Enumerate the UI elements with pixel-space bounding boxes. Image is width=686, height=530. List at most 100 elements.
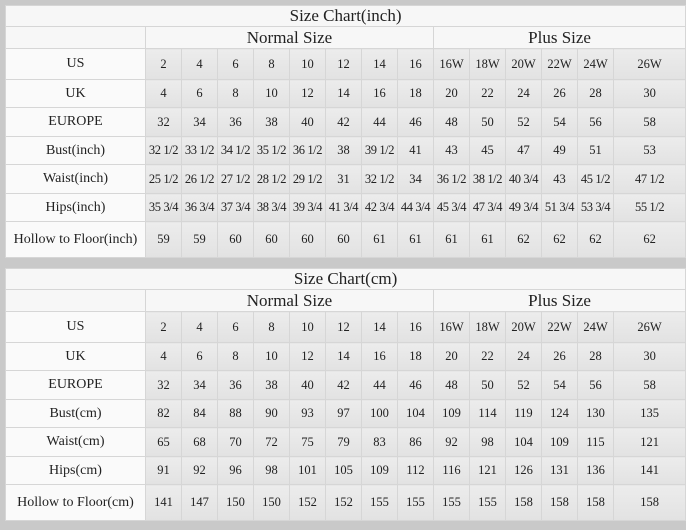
table-row: US 2 4 6 8 10 12 14 16 16W 18W 20W 22W 24W 26W [5,311,686,343]
size-cell: 28 1/2 [253,164,290,194]
size-cell: 54 [541,107,578,137]
row-label: US [5,48,146,80]
size-cell: 28 [577,342,614,371]
size-cell: 20W [505,48,542,80]
size-cell: 40 3/4 [505,164,542,194]
size-cell: 10 [289,311,326,343]
size-cell: 52 [505,370,542,400]
size-cell: 100 [361,399,398,428]
size-cell: 158 [612,484,686,521]
table-row: Bust(cm) 82 84 88 90 93 97 100 104 109 114 119 124 13… [5,399,686,428]
size-table-inch: Size Chart(inch) Normal Size Plus Size US 2 4… [4,5,686,258]
table-row: EUROPE 32 34 36 38 40 42 44 46 48 50 52 54 56 58 [5,370,686,400]
size-cell: 42 [325,107,362,137]
size-cell: 155 [397,484,434,521]
size-cell: 54 [541,370,578,400]
size-cell: 12 [289,342,326,371]
table-row: Hips(cm) 91 92 96 98 101 105 109 112 116 121 126 131… [5,456,686,485]
size-cell: 82 [145,399,182,428]
size-cell: 60 [253,221,290,258]
size-cell: 105 [325,456,362,485]
size-cell: 44 3/4 [397,193,434,222]
row-label: Bust(inch) [5,136,146,165]
size-cell: 29 1/2 [289,164,326,194]
size-cell: 8 [217,79,254,108]
size-cell: 4 [181,311,218,343]
size-cell: 28 [577,79,614,108]
size-cell: 98 [469,427,506,457]
size-cell: 18W [469,48,506,80]
size-cell: 50 [469,107,506,137]
size-table-cm: Size Chart(cm) Normal Size Plus Size US 2 4 6 8… [4,268,686,521]
size-cell: 92 [433,427,470,457]
size-cell: 158 [541,484,578,521]
size-cell: 126 [505,456,542,485]
size-cell: 104 [505,427,542,457]
size-cell: 45 [469,136,506,165]
size-cell: 90 [253,399,290,428]
size-cell: 26 1/2 [181,164,218,194]
size-cell: 115 [577,427,614,457]
table-row: UK 4 6 8 10 12 14 16 18 20 22 24 26 28 30 [5,79,686,108]
size-cell: 36 1/2 [433,164,470,194]
size-cell: 91 [145,456,182,485]
size-cell: 112 [397,456,434,485]
size-cell: 16W [433,48,470,80]
size-cell: 136 [577,456,614,485]
size-cell: 45 3/4 [433,193,470,222]
size-cell: 104 [397,399,434,428]
size-cell: 4 [145,342,182,371]
size-cell: 30 [612,342,686,371]
size-cell: 41 [397,136,434,165]
size-cell: 16W [433,311,470,343]
size-cell: 47 1/2 [612,164,686,194]
size-cell: 48 [433,107,470,137]
size-cell: 61 [397,221,434,258]
size-cell: 86 [397,427,434,457]
size-cell: 10 [253,342,290,371]
size-cell: 60 [217,221,254,258]
size-cell: 16 [361,342,398,371]
size-cell: 39 1/2 [361,136,398,165]
size-cell: 10 [253,79,290,108]
size-cell: 72 [253,427,290,457]
size-cell: 18 [397,342,434,371]
size-cell: 59 [145,221,182,258]
row-label: Hips(inch) [5,193,146,222]
size-cell: 135 [612,399,686,428]
size-cell: 47 [505,136,542,165]
size-cell: 40 [289,107,326,137]
size-cell: 31 [325,164,362,194]
table-row: Hips(inch) 35 3/4 36 3/4 37 3/4 38 3/4 39 3/4… [5,193,686,222]
size-cell: 8 [253,311,290,343]
size-cell: 61 [361,221,398,258]
size-cell: 6 [181,79,218,108]
size-cell: 6 [181,342,218,371]
row-label: UK [5,79,146,108]
size-cell: 26 [541,342,578,371]
chart-title: Size Chart(inch) [4,5,686,27]
size-cell: 12 [325,311,362,343]
table-row: US 2 4 6 8 10 12 14 16 16W 18W 20W 22W 24W 26W [5,48,686,80]
size-cell: 61 [433,221,470,258]
size-cell: 49 [541,136,578,165]
size-cell: 60 [325,221,362,258]
size-cell: 152 [325,484,362,521]
row-label: Waist(cm) [5,427,146,457]
size-cell: 43 [433,136,470,165]
size-cell: 141 [145,484,182,521]
size-cell: 34 [181,107,218,137]
title-row: Size Chart(cm) [4,268,686,290]
group-header-row: Normal Size Plus Size [5,26,686,49]
size-cell: 75 [289,427,326,457]
size-cell: 150 [217,484,254,521]
row-label: Hips(cm) [5,456,146,485]
size-cell: 22W [541,311,578,343]
row-label: Bust(cm) [5,399,146,428]
size-cell: 2 [145,48,182,80]
size-cell: 62 [541,221,578,258]
size-cell: 121 [612,427,686,457]
size-cell: 38 3/4 [253,193,290,222]
table-row: Hollow to Floor(cm) 141 147 150 150 152 152 155… [5,484,686,521]
title-row: Size Chart(inch) [4,5,686,27]
